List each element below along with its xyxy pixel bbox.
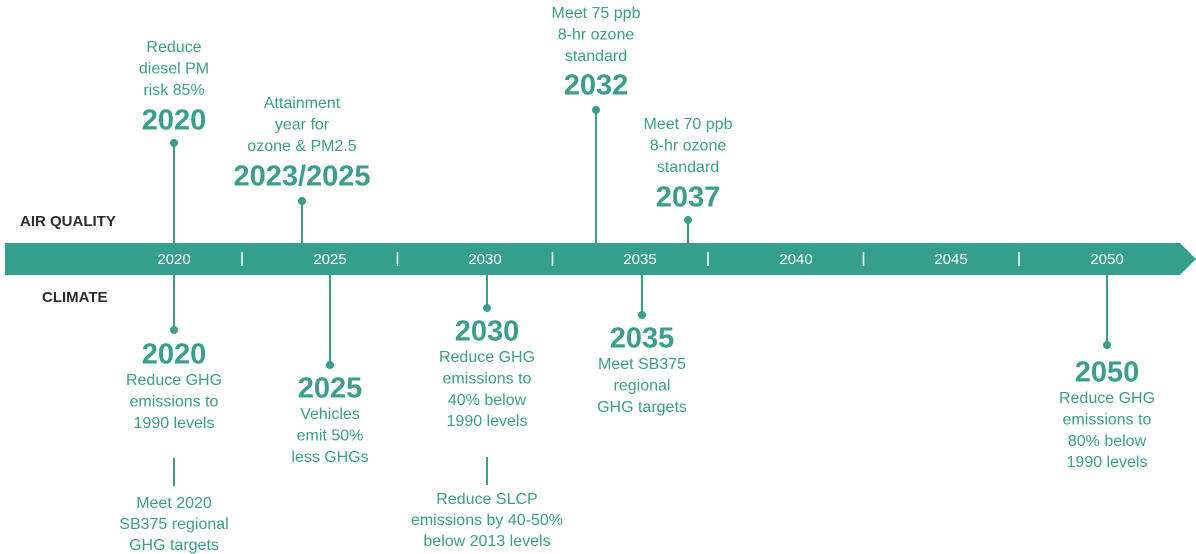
connector-dot — [170, 326, 178, 334]
event-year: 2020 — [142, 339, 207, 371]
event-text: emissions to — [443, 371, 532, 388]
event-text: emissions to — [130, 394, 219, 411]
event-text: less GHGs — [291, 449, 368, 466]
connector-dot — [298, 197, 306, 205]
event-text: 1990 levels — [447, 413, 528, 430]
axis-year: 2040 — [779, 251, 812, 268]
axis-year: 2035 — [623, 251, 656, 268]
event-text: standard — [565, 48, 627, 65]
event-text: 1990 levels — [1067, 454, 1148, 471]
event-text: SB375 regional — [119, 516, 228, 533]
event-text: emissions by 40-50% — [411, 512, 563, 529]
axis-year: 2025 — [313, 251, 346, 268]
event-text: Reduce GHG — [126, 372, 222, 389]
event-year: 2020 — [142, 105, 207, 137]
event-text: year for — [275, 117, 330, 134]
event-year: 2032 — [564, 70, 629, 102]
event-text: GHG targets — [597, 399, 687, 416]
event-text: GHG targets — [129, 537, 219, 554]
connector-dot — [483, 304, 491, 312]
axis-year: 2030 — [468, 251, 501, 268]
connector-dot — [684, 216, 692, 224]
axis-year: 2020 — [157, 251, 190, 268]
event-text: Reduce GHG — [439, 349, 535, 366]
event-year: 2030 — [455, 316, 520, 348]
event-text: Vehicles — [300, 406, 360, 423]
event-text: 80% below — [1068, 433, 1147, 450]
event-text: emit 50% — [297, 428, 364, 445]
event-text: below 2013 levels — [423, 533, 550, 550]
row-label: AIR QUALITY — [20, 213, 116, 230]
event-year: 2035 — [610, 323, 675, 355]
connector-dot — [638, 311, 646, 319]
event-year: 2050 — [1075, 357, 1140, 389]
event-text: Reduce SLCP — [436, 491, 537, 508]
event-text: Meet 2020 — [136, 495, 212, 512]
connector-dot — [170, 139, 178, 147]
event-text: Reduce — [146, 39, 201, 56]
connector-dot — [326, 361, 334, 369]
axis-year: 2045 — [934, 251, 967, 268]
event-text: Meet 75 ppb — [552, 5, 641, 22]
event-text: risk 85% — [143, 82, 204, 99]
event-text: 8-hr ozone — [558, 27, 635, 44]
event-text: 40% below — [448, 392, 527, 409]
event-text: ozone & PM2.5 — [247, 138, 357, 155]
event-text: 1990 levels — [134, 415, 215, 432]
timeline-band — [5, 243, 1196, 275]
event-text: 8-hr ozone — [650, 138, 727, 155]
event-year: 2025 — [298, 373, 363, 405]
connector-dot — [1103, 341, 1111, 349]
row-label: CLIMATE — [42, 289, 108, 306]
event-text: Meet 70 ppb — [644, 116, 733, 133]
event-text: diesel PM — [139, 61, 209, 78]
connector-dot — [592, 106, 600, 114]
event-text: regional — [614, 378, 671, 395]
axis-year: 2050 — [1090, 251, 1123, 268]
event-year: 2037 — [656, 182, 721, 214]
event-year: 2023/2025 — [233, 161, 370, 193]
event-text: Reduce GHG — [1059, 390, 1155, 407]
event-text: Attainment — [264, 95, 341, 112]
event-text: Meet SB375 — [598, 356, 686, 373]
event-text: emissions to — [1063, 412, 1152, 429]
event-text: standard — [657, 159, 719, 176]
